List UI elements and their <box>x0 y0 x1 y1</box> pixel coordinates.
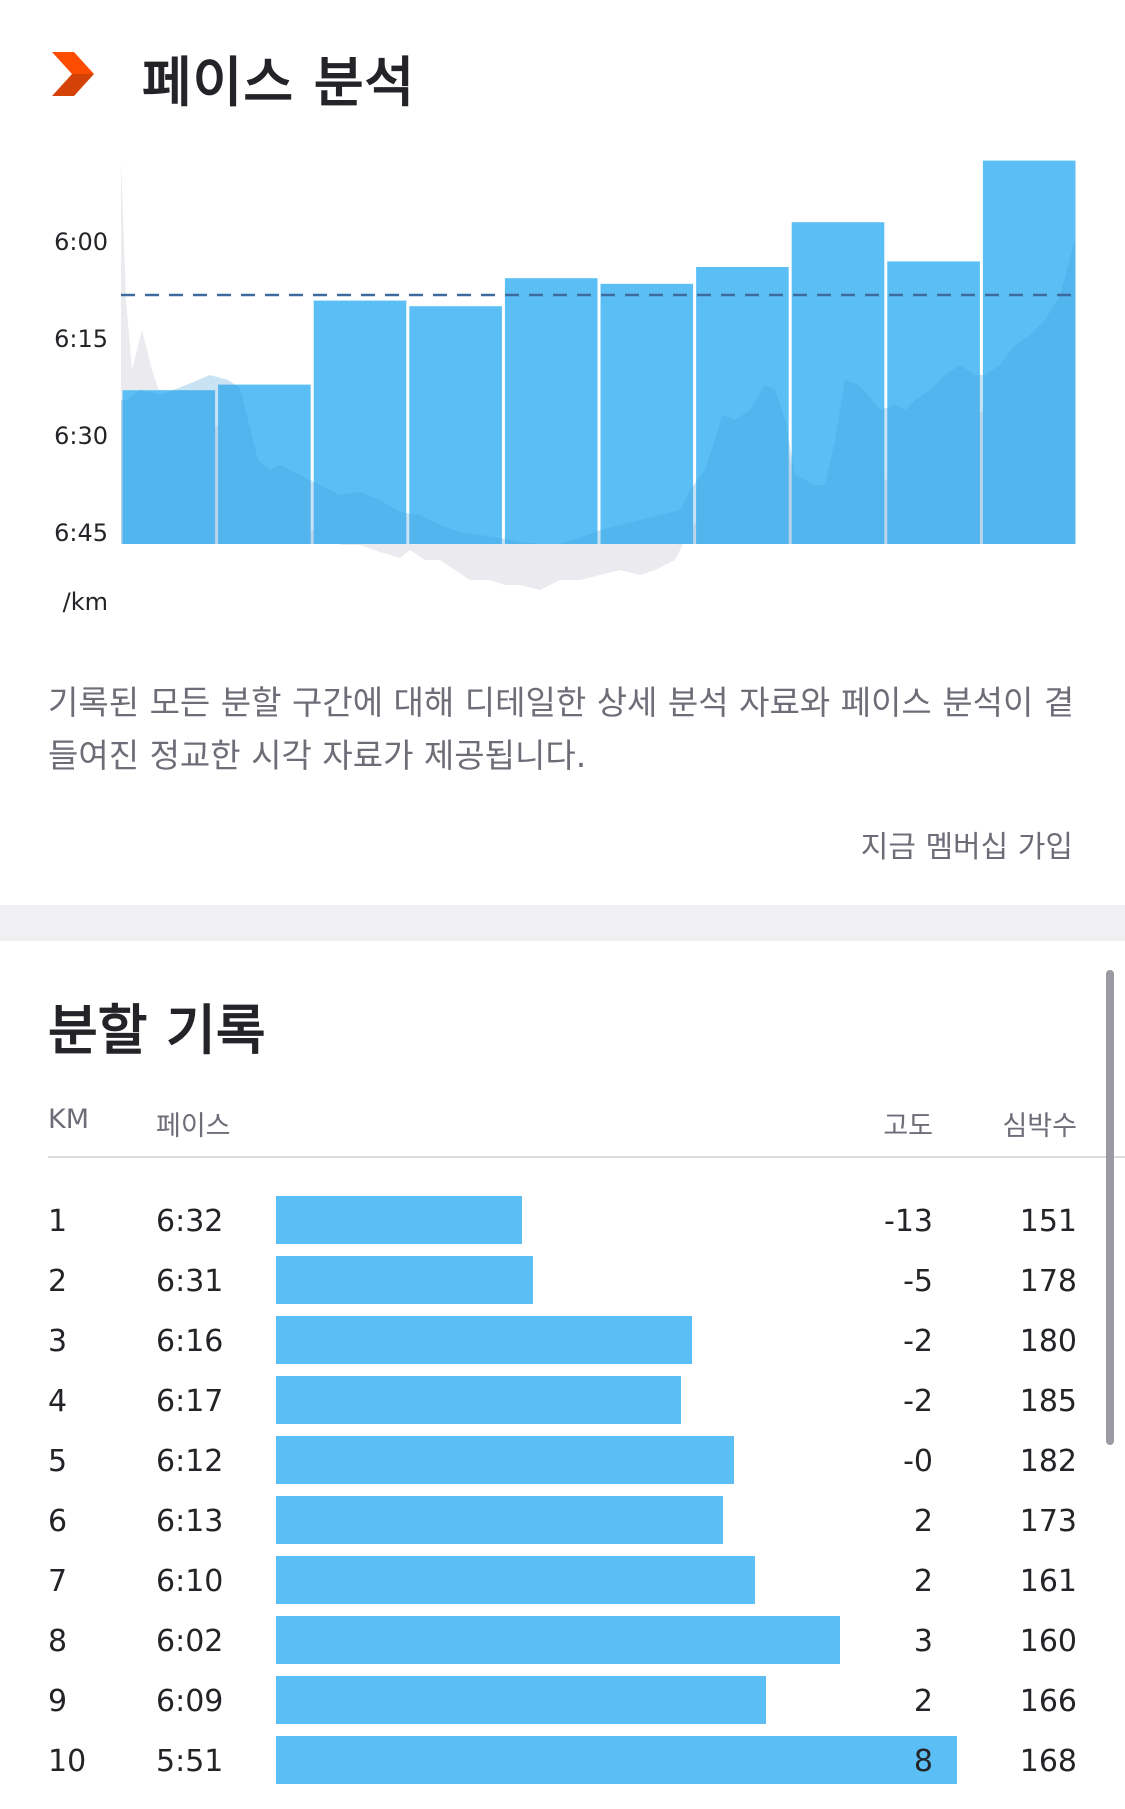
table-row: 7 6:10 2 161 <box>0 1554 1125 1614</box>
pace-bar-km-3 <box>313 300 407 544</box>
split-km: 10 <box>48 1744 87 1779</box>
split-pace-bar <box>276 1736 957 1784</box>
split-elevation: 2 <box>913 1684 933 1719</box>
split-km: 9 <box>48 1684 68 1719</box>
split-pace: 6:32 <box>156 1204 224 1239</box>
split-pace: 6:17 <box>156 1384 224 1419</box>
table-row: 10 5:51 8 168 <box>0 1734 1125 1794</box>
split-heart-rate: 161 <box>1019 1564 1077 1599</box>
split-pace-bar <box>276 1616 840 1664</box>
column-header-elevation: 고도 <box>883 1111 933 1142</box>
split-km: 8 <box>48 1624 68 1659</box>
table-row: 8 6:02 3 160 <box>0 1614 1125 1674</box>
split-elevation: -13 <box>884 1204 933 1239</box>
table-row: 6 6:13 2 173 <box>0 1494 1125 1554</box>
upsell-description: 기록된 모든 분할 구간에 대해 디테일한 상세 분석 자료와 페이스 분석이 … <box>48 683 1075 775</box>
split-heart-rate: 160 <box>1019 1624 1077 1659</box>
table-row: 1 6:32 -13 151 <box>0 1194 1125 1254</box>
split-pace-bar <box>276 1676 766 1724</box>
pace-bar-km-7 <box>696 267 789 544</box>
split-pace-bar <box>276 1436 734 1484</box>
split-heart-rate: 185 <box>1019 1384 1077 1419</box>
split-km: 6 <box>48 1504 68 1539</box>
split-elevation: 3 <box>913 1624 933 1659</box>
pace-bar-km-6 <box>600 283 694 544</box>
pace-analysis-section: 페이스 분석 6:00 6:15 6:30 6:45 /km 기록된 모든 분할… <box>0 51 1125 865</box>
split-pace: 6:10 <box>156 1564 224 1599</box>
split-heart-rate: 182 <box>1019 1444 1077 1479</box>
split-elevation: 2 <box>913 1504 933 1539</box>
pace-bar-km-4 <box>409 306 502 544</box>
pace-bar-km-10 <box>982 160 1076 544</box>
split-km: 7 <box>48 1564 68 1599</box>
split-pace: 6:02 <box>156 1624 224 1659</box>
pace-bar-km-9 <box>887 261 980 544</box>
split-heart-rate: 178 <box>1019 1264 1077 1299</box>
split-km: 3 <box>48 1324 68 1359</box>
pace-chart: 6:00 6:15 6:30 6:45 /km <box>0 140 1125 640</box>
split-elevation: -2 <box>903 1324 933 1359</box>
header-divider <box>48 1156 1125 1158</box>
page-title: 페이스 분석 <box>142 51 416 114</box>
split-elevation: 2 <box>913 1564 933 1599</box>
split-heart-rate: 180 <box>1019 1324 1077 1359</box>
pace-bar-km-5 <box>504 278 598 544</box>
table-row: 2 6:31 -5 178 <box>0 1254 1125 1314</box>
section-divider <box>0 905 1125 941</box>
split-pace: 6:16 <box>156 1324 224 1359</box>
split-pace-bar <box>276 1316 692 1364</box>
y-unit-label: /km <box>62 588 108 616</box>
y-tick-label: 6:30 <box>54 422 108 450</box>
split-heart-rate: 166 <box>1019 1684 1077 1719</box>
split-elevation: -0 <box>903 1444 933 1479</box>
table-row: 4 6:17 -2 185 <box>0 1374 1125 1434</box>
table-row: 3 6:16 -2 180 <box>0 1314 1125 1374</box>
splits-section-bg <box>0 941 1125 1809</box>
split-heart-rate: 168 <box>1019 1744 1077 1779</box>
column-header-pace: 페이스 <box>156 1111 231 1142</box>
table-row: 9 6:09 2 166 <box>0 1674 1125 1734</box>
y-tick-label: 6:15 <box>54 325 108 353</box>
split-pace: 6:12 <box>156 1444 224 1479</box>
split-pace: 6:31 <box>156 1264 224 1299</box>
split-km: 4 <box>48 1384 68 1419</box>
split-pace-bar <box>276 1196 522 1244</box>
split-pace-bar <box>276 1556 755 1604</box>
split-pace-bar <box>276 1376 681 1424</box>
split-km: 1 <box>48 1204 68 1239</box>
scrollbar[interactable] <box>1106 970 1114 1445</box>
pace-bar-km-1 <box>122 390 216 544</box>
split-pace-bar <box>276 1256 533 1304</box>
split-heart-rate: 151 <box>1019 1204 1077 1239</box>
split-heart-rate: 173 <box>1019 1504 1077 1539</box>
split-elevation: -2 <box>903 1384 933 1419</box>
pace-bar-km-8 <box>791 222 885 544</box>
strava-chevron-icon <box>52 52 94 96</box>
split-km: 2 <box>48 1264 68 1299</box>
split-pace: 5:51 <box>156 1744 224 1779</box>
split-elevation: 8 <box>913 1744 933 1779</box>
pace-trace-overlay <box>121 240 1075 544</box>
chart-plot <box>121 160 1076 590</box>
split-elevation: -5 <box>903 1264 933 1299</box>
pace-bar-km-2 <box>218 384 311 544</box>
table-row: 5 6:12 -0 182 <box>0 1434 1125 1494</box>
y-tick-label: 6:45 <box>54 519 108 547</box>
join-membership-link[interactable]: 지금 멤버십 가입 <box>860 830 1073 865</box>
column-header-heart-rate: 심박수 <box>1002 1111 1077 1142</box>
y-tick-label: 6:00 <box>54 228 108 256</box>
split-pace: 6:09 <box>156 1684 224 1719</box>
split-km: 5 <box>48 1444 68 1479</box>
split-pace: 6:13 <box>156 1504 224 1539</box>
splits-title: 분할 기록 <box>48 999 266 1062</box>
column-header-km: KM <box>48 1104 90 1135</box>
split-pace-bar <box>276 1496 723 1544</box>
